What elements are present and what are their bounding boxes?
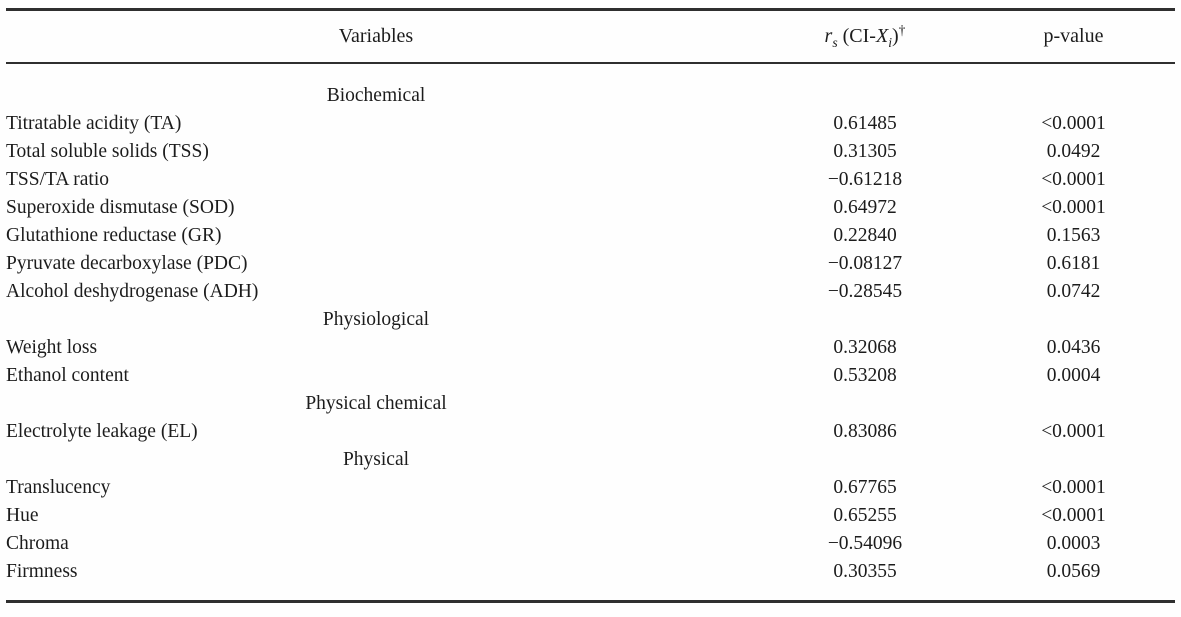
header-rule	[6, 62, 1175, 64]
variable-name: Alcohol deshydrogenase (ADH)	[6, 281, 259, 302]
p-value: <0.0001	[1041, 169, 1106, 190]
variable-name: Firmness	[6, 561, 78, 582]
section-label: Physiological	[322, 309, 430, 330]
rs-value: 0.22840	[833, 225, 897, 246]
rs-value: 0.65255	[833, 505, 897, 526]
rs-value: 0.31305	[833, 141, 897, 162]
table-row: Superoxide dismutase (SOD) 0.64972 <0.0001	[0, 194, 1181, 222]
ci-open: (CI-	[837, 25, 876, 47]
section-row: Physical chemical	[0, 390, 1181, 418]
p-value: 0.0492	[1046, 141, 1101, 162]
variable-name: Titratable acidity (TA)	[6, 113, 182, 134]
x-symbol: X	[875, 25, 889, 47]
rs-subscript: s	[832, 35, 838, 50]
rs-value: 0.64972	[833, 197, 897, 218]
variable-name: Glutathione reductase (GR)	[6, 225, 222, 246]
table-row: Glutathione reductase (GR) 0.22840 0.1563	[0, 222, 1181, 250]
variable-name: Superoxide dismutase (SOD)	[6, 197, 235, 218]
variable-name: Total soluble solids (TSS)	[6, 141, 209, 162]
section-label: Physical	[342, 449, 410, 470]
p-value: <0.0001	[1041, 421, 1106, 442]
section-label: Physical chemical	[305, 393, 447, 414]
table-row: Hue 0.65255 <0.0001	[0, 502, 1181, 530]
table-row: Total soluble solids (TSS) 0.31305 0.0492	[0, 138, 1181, 166]
rs-value: −0.54096	[827, 533, 903, 554]
rs-value: 0.30355	[833, 561, 897, 582]
x-subscript: i	[888, 35, 892, 50]
table-row: Firmness 0.30355 0.0569	[0, 558, 1181, 586]
variable-name: TSS/TA ratio	[6, 169, 109, 190]
table-header-row: Variables rs (CI-Xi)† p-value	[0, 11, 1181, 62]
rs-value: −0.28545	[827, 281, 903, 302]
column-header-variables: Variables	[338, 25, 414, 47]
p-value: 0.0569	[1046, 561, 1101, 582]
p-value: 0.0436	[1046, 337, 1101, 358]
variable-name: Chroma	[6, 533, 69, 554]
section-row: Biochemical	[0, 82, 1181, 110]
rs-value: 0.32068	[833, 337, 897, 358]
rs-value: 0.67765	[833, 477, 897, 498]
p-value: <0.0001	[1041, 197, 1106, 218]
p-value: 0.0003	[1046, 533, 1101, 554]
rs-value: −0.61218	[827, 169, 903, 190]
ci-close: )	[891, 25, 899, 47]
variable-name: Translucency	[6, 477, 111, 498]
bottom-rule	[6, 600, 1175, 603]
table-row: Titratable acidity (TA) 0.61485 <0.0001	[0, 110, 1181, 138]
variable-name: Pyruvate decarboxylase (PDC)	[6, 253, 248, 274]
p-value: 0.6181	[1046, 253, 1101, 274]
table-row: Translucency 0.67765 <0.0001	[0, 474, 1181, 502]
section-row: Physical	[0, 446, 1181, 474]
p-value: <0.0001	[1041, 477, 1106, 498]
table-body: Biochemical Titratable acidity (TA) 0.6148…	[0, 64, 1181, 586]
p-value: 0.1563	[1046, 225, 1101, 246]
p-value: 0.0742	[1046, 281, 1101, 302]
p-value: <0.0001	[1041, 505, 1106, 526]
rs-value: 0.83086	[833, 421, 897, 442]
table-row: TSS/TA ratio −0.61218 <0.0001	[0, 166, 1181, 194]
column-header-pvalue: p-value	[1043, 25, 1104, 47]
column-header-rs-ci-xi: rs (CI-Xi)†	[752, 22, 978, 50]
table-row: Pyruvate decarboxylase (PDC) −0.08127 0.61…	[0, 250, 1181, 278]
section-row: Physiological	[0, 306, 1181, 334]
section-label: Biochemical	[326, 85, 426, 106]
table-row: Ethanol content 0.53208 0.0004	[0, 362, 1181, 390]
table-row: Electrolyte leakage (EL) 0.83086 <0.0001	[0, 418, 1181, 446]
table-row: Weight loss 0.32068 0.0436	[0, 334, 1181, 362]
rs-value: −0.08127	[827, 253, 903, 274]
table-row: Alcohol deshydrogenase (ADH) −0.28545 0.07…	[0, 278, 1181, 306]
rs-symbol: r	[824, 25, 833, 47]
variable-name: Ethanol content	[6, 365, 129, 386]
dagger-footnote-mark: †	[898, 22, 906, 38]
p-value: <0.0001	[1041, 113, 1106, 134]
variable-name: Hue	[6, 505, 39, 526]
rs-value: 0.53208	[833, 365, 897, 386]
rs-value: 0.61485	[833, 113, 897, 134]
table-row: Chroma −0.54096 0.0003	[0, 530, 1181, 558]
p-value: 0.0004	[1046, 365, 1101, 386]
variable-name: Electrolyte leakage (EL)	[6, 421, 198, 442]
top-rule	[6, 8, 1175, 11]
variable-name: Weight loss	[6, 337, 98, 358]
